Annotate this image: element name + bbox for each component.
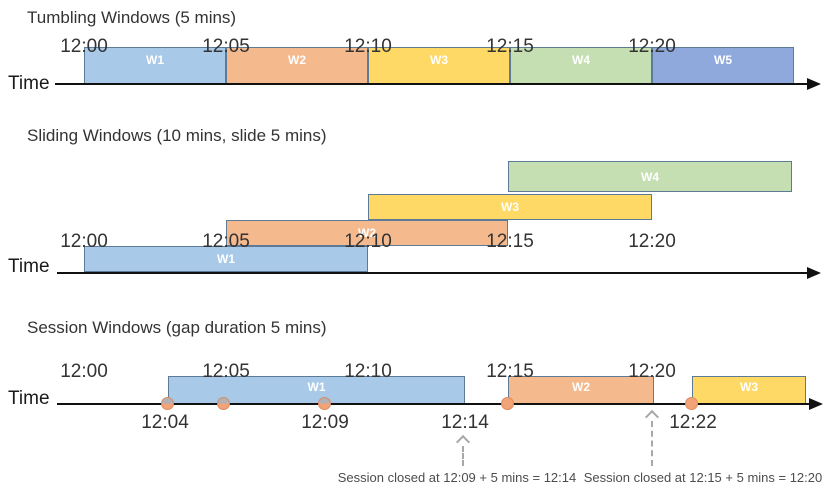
window-label: W3 [430,53,448,67]
window-label: W4 [641,169,659,184]
tick-label: 12:20 [628,361,676,382]
annotation-text: Session closed at 12:09 + 5 mins = 12:14 [337,470,577,485]
time-axis-label-session: Time [8,388,50,409]
time-axis-arrowhead-icon [809,398,823,410]
event-dot-icon [685,397,698,410]
window-label: W3 [501,200,519,214]
window-box-session-w3 [692,376,806,404]
tick-label: 12:00 [60,231,108,252]
tick-label: 12:05 [202,361,250,382]
tick-label: 12:15 [486,231,534,252]
tick-label: 12:15 [486,36,534,57]
window-label: W2 [288,53,306,67]
time-axis-label-tumbling: Time [8,73,50,94]
event-time-label: 12:09 [301,412,349,433]
window-label: W3 [740,380,758,394]
tick-label: 12:10 [344,231,392,252]
window-label: W2 [358,226,376,240]
tick-label: 12:05 [202,231,250,252]
tick-label: 12:05 [202,36,250,57]
event-time-label: 12:14 [441,412,489,433]
window-box-sliding-w1 [84,246,368,272]
window-label: W1 [146,53,164,67]
event-time-label: 12:22 [669,412,717,433]
section-title-sliding: Sliding Windows (10 mins, slide 5 mins) [27,126,327,145]
window-box-tumbling-w3 [368,47,510,84]
tick-label: 12:10 [344,361,392,382]
window-label: W1 [217,252,235,266]
session-close-arrow-line [651,421,653,466]
tick-label: 12:20 [628,36,676,57]
time-axis-arrowhead-icon [807,267,821,279]
window-label: W4 [572,53,590,67]
event-dot-icon [318,397,331,410]
window-label: W5 [714,53,732,67]
event-dot-icon [217,397,230,410]
event-dot-icon [161,397,174,410]
tick-label: 12:00 [60,361,108,382]
time-axis-arrowhead-icon [807,78,821,90]
time-axis-line [57,403,810,405]
section-title-session: Session Windows (gap duration 5 mins) [27,318,327,337]
event-dot-icon [501,397,514,410]
tick-label: 12:15 [486,361,534,382]
window-box-sliding-w4 [508,161,792,192]
time-axis-line [57,272,808,274]
time-axis-label-sliding: Time [8,256,50,277]
annotation-text: Session closed at 12:15 + 5 mins = 12:20 [583,470,823,485]
window-box-tumbling-w1 [84,47,226,84]
tick-label: 12:20 [628,231,676,252]
window-box-sliding-w2 [226,220,508,246]
section-title-tumbling: Tumbling Windows (5 mins) [27,8,237,27]
window-label: W1 [307,380,326,394]
tick-label: 12:10 [344,36,392,57]
window-box-tumbling-w5 [652,47,794,84]
tick-label: 12:00 [60,36,108,57]
window-box-sliding-w3 [368,194,652,220]
session-close-arrow-line [462,446,464,466]
time-axis-line [55,83,808,85]
window-label: W2 [572,380,590,394]
event-time-label: 12:04 [141,412,189,433]
